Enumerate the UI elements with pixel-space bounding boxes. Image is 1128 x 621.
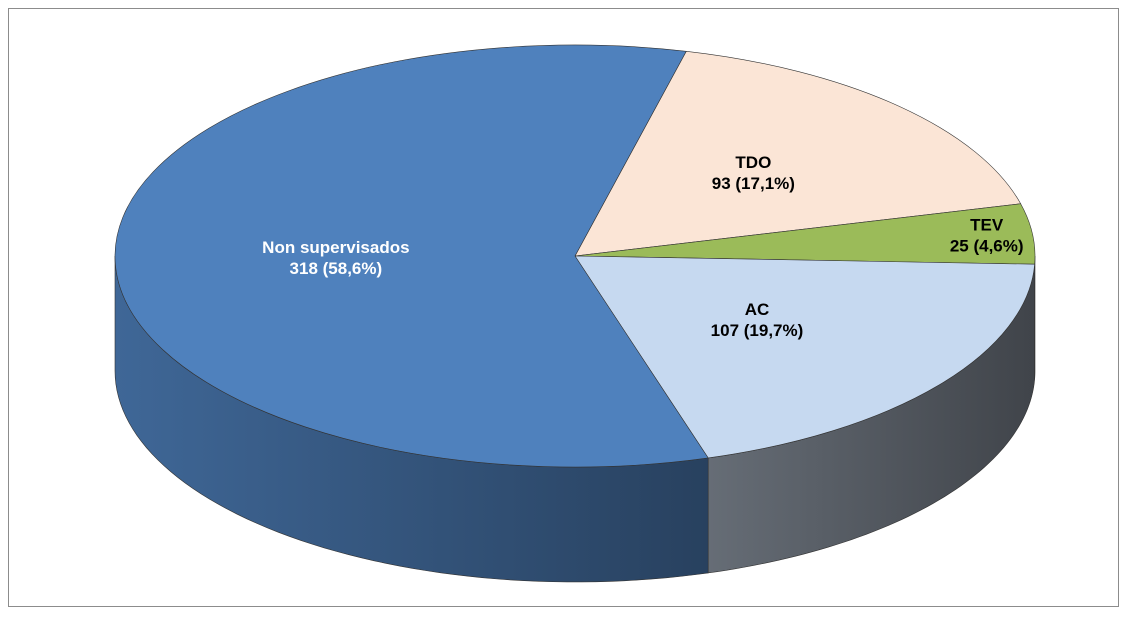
pie-tops	[115, 45, 1035, 467]
slice-category-label: TDO	[735, 153, 771, 172]
slice-category-label: AC	[745, 300, 770, 319]
slice-category-label: Non supervisados	[262, 238, 409, 257]
slice-category-label: TEV	[970, 215, 1004, 234]
slice-value-label: 25 (4,6%)	[950, 236, 1024, 255]
slice-value-label: 93 (17,1%)	[712, 174, 795, 193]
slice-value-label: 318 (58,6%)	[290, 259, 383, 278]
slice-value-label: 107 (19,7%)	[711, 321, 804, 340]
